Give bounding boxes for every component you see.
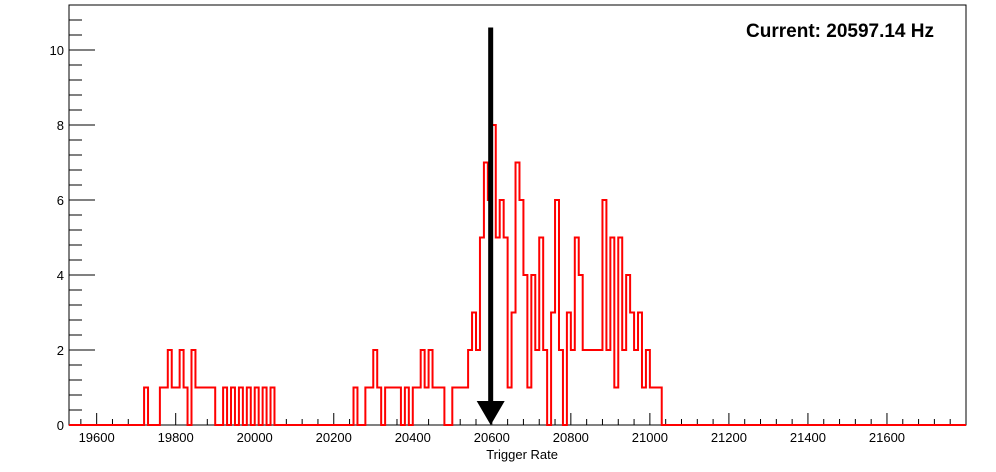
y-tick-label: 4 xyxy=(57,268,64,283)
x-tick-label: 20600 xyxy=(474,430,510,445)
x-tick-label: 21200 xyxy=(711,430,747,445)
y-tick-label: 0 xyxy=(57,418,64,433)
plot-frame xyxy=(68,4,967,426)
y-tick-label: 2 xyxy=(57,343,64,358)
current-rate-label: Current: 20597.14 Hz xyxy=(746,21,934,42)
x-tick-label: 21400 xyxy=(790,430,826,445)
x-tick-label: 19800 xyxy=(158,430,194,445)
x-tick-label: 20400 xyxy=(395,430,431,445)
x-tick-label: 21600 xyxy=(869,430,905,445)
y-tick-label: 8 xyxy=(57,118,64,133)
x-tick-label: 20800 xyxy=(553,430,589,445)
x-tick-label: 20000 xyxy=(237,430,273,445)
histogram-series-line xyxy=(69,124,966,426)
current-rate-marker xyxy=(476,27,505,425)
x-axis: 19600 19800 20000 20200 20400 20600 20800 21000… xyxy=(79,413,967,445)
marker-arrowhead xyxy=(476,401,505,425)
x-tick-label: 20200 xyxy=(316,430,352,445)
y-tick-label: 6 xyxy=(57,193,64,208)
y-axis: 0 2 4 6 8 10 xyxy=(50,4,95,433)
x-tick-label: 19600 xyxy=(79,430,115,445)
y-tick-label: 10 xyxy=(50,43,64,58)
x-axis-title: Trigger Rate xyxy=(486,447,558,462)
x-tick-label: 21000 xyxy=(632,430,668,445)
